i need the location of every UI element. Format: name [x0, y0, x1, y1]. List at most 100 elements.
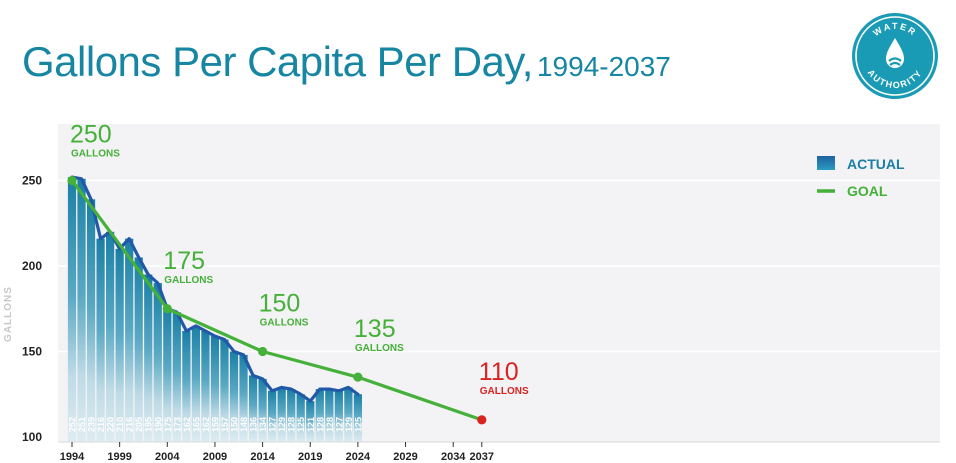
bar-value-label: 216	[125, 417, 135, 432]
bar-value-label: 159	[210, 417, 220, 432]
bar-2021	[325, 389, 334, 442]
bar-2005	[172, 312, 181, 442]
goal-unit-label: GALLONS	[355, 343, 404, 354]
bar-value-label: 128	[325, 417, 335, 432]
goal-unit-label: GALLONS	[480, 386, 529, 397]
bar-2009	[210, 336, 220, 442]
bar-value-label: 195	[144, 417, 154, 432]
bar-2014	[258, 378, 267, 442]
x-tick-label: 1994	[60, 451, 85, 463]
chart-title-range: 1994-2037	[536, 51, 671, 82]
legend-goal-label: GOAL	[847, 183, 888, 199]
bar-value-label: 190	[153, 417, 163, 432]
bar-value-label: 173	[172, 417, 182, 432]
bar-value-label: 251	[77, 417, 87, 432]
bar-value-label: 205	[134, 417, 144, 432]
legend-actual-label: ACTUAL	[847, 156, 905, 172]
bar-1994	[67, 177, 77, 442]
bar-2018	[296, 394, 305, 442]
goal-value-label: 250	[70, 121, 112, 149]
x-tick-label: 2029	[393, 451, 417, 463]
goal-unit-label: GALLONS	[164, 275, 213, 286]
bar-2011	[229, 351, 239, 442]
chart-title: Gallons Per Capita Per Day, 1994-2037	[22, 38, 671, 86]
bar-1998	[106, 231, 115, 442]
x-tick-label: 2037	[470, 451, 494, 463]
bar-1999	[115, 248, 124, 442]
goal-value-label: 135	[354, 315, 396, 343]
bar-2010	[220, 339, 229, 442]
bar-2000	[125, 238, 134, 442]
actual-series-line	[70, 175, 360, 403]
bar-value-label: 175	[163, 417, 173, 432]
bar-value-label: 125	[353, 417, 363, 432]
bar-value-label: 162	[201, 417, 211, 432]
bar-value-label: 128	[315, 417, 325, 432]
bar-2023	[344, 387, 353, 442]
bar-1996	[86, 199, 96, 442]
bar-value-label: 127	[334, 417, 344, 432]
bar-value-label: 129	[277, 417, 287, 432]
x-tick-label: 2024	[346, 451, 371, 463]
bar-2003	[153, 283, 162, 442]
bar-2002	[144, 274, 153, 442]
y-tick-label: 200	[22, 259, 42, 273]
y-tick-label: 150	[22, 345, 42, 359]
bar-value-label: 239	[87, 417, 97, 432]
bar-2020	[315, 389, 324, 442]
bar-2007	[191, 325, 200, 442]
bar-2001	[134, 257, 143, 442]
goal-point-2037	[477, 415, 487, 425]
bar-value-label: 157	[220, 417, 230, 432]
goal-point-2024	[353, 372, 363, 382]
goal-point-1994	[67, 175, 77, 186]
bar-value-label: 210	[115, 417, 125, 432]
legend-actual-swatch	[817, 156, 835, 170]
bar-value-label: 162	[182, 417, 192, 432]
x-tick-label: 2009	[203, 451, 227, 463]
goal-value-label: 110	[479, 358, 519, 386]
goal-unit-label: GALLONS	[71, 149, 120, 160]
bar-2019	[306, 401, 315, 442]
y-tick-label: 100	[22, 430, 42, 444]
bar-value-label: 252	[68, 417, 78, 432]
x-tick-label: 2014	[250, 451, 275, 463]
bar-2012	[239, 354, 248, 442]
bar-2004	[163, 308, 172, 442]
bar-value-label: 129	[344, 417, 354, 432]
bar-value-label: 127	[268, 417, 278, 432]
bar-value-label: 216	[96, 417, 106, 432]
bar-value-label: 165	[191, 417, 201, 432]
y-tick-label: 250	[22, 174, 42, 188]
goal-point-2014	[258, 346, 268, 357]
x-tick-label: 2034	[441, 451, 466, 463]
bar-2016	[277, 387, 286, 442]
bar-2006	[182, 330, 191, 442]
bar-value-label: 121	[306, 417, 316, 432]
bar-value-label: 125	[296, 417, 306, 432]
bar-2024	[353, 394, 362, 442]
bar-2022	[334, 390, 343, 442]
y-axis-label: GALLONS	[3, 286, 14, 342]
bar-value-label: 134	[258, 417, 268, 432]
bar-2017	[287, 389, 296, 442]
chart-title-main: Gallons Per Capita Per Day,	[22, 38, 533, 85]
bar-2008	[201, 330, 210, 442]
goal-value-label: 150	[259, 290, 301, 318]
x-tick-label: 1999	[107, 451, 131, 463]
bar-value-label: 136	[249, 417, 259, 432]
bar-2015	[268, 390, 277, 442]
goal-unit-label: GALLONS	[260, 318, 309, 329]
x-tick-label: 2004	[155, 451, 180, 463]
goal-value-label: 175	[163, 247, 205, 275]
bar-value-label: 220	[106, 417, 116, 432]
bar-value-label: 128	[287, 417, 297, 432]
water-authority-logo: WATER AUTHORITY	[851, 12, 939, 100]
bar-value-label: 150	[230, 417, 240, 432]
bar-1997	[96, 238, 105, 442]
bar-2013	[248, 375, 258, 442]
goal-point-2004	[162, 304, 172, 314]
bar-value-label: 148	[239, 417, 249, 432]
x-tick-label: 2019	[298, 451, 322, 463]
